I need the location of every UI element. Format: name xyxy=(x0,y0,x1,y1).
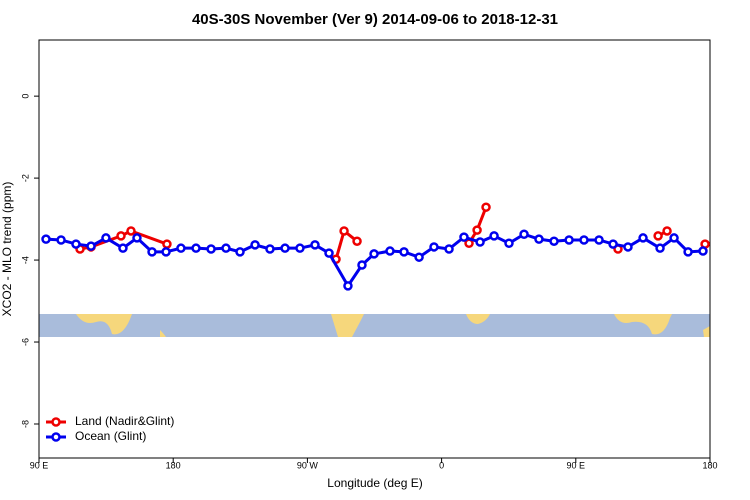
point xyxy=(444,244,454,254)
point xyxy=(176,243,186,253)
y-tick-label: -4 xyxy=(20,256,30,264)
point xyxy=(655,243,665,253)
point xyxy=(147,247,157,257)
point xyxy=(429,242,439,252)
point xyxy=(623,242,633,252)
point xyxy=(343,281,353,291)
point xyxy=(475,237,485,247)
legend-label: Ocean (Glint) xyxy=(75,429,146,443)
point xyxy=(579,235,589,245)
point xyxy=(653,231,663,241)
point xyxy=(608,239,618,249)
point xyxy=(250,240,260,250)
point xyxy=(399,247,409,257)
plot-frame xyxy=(38,39,711,459)
x-tick-label: 90 E xyxy=(30,460,49,470)
point xyxy=(519,229,529,239)
y-tick-label: 0 xyxy=(20,94,30,99)
chart-title: 40S-30S November (Ver 9) 2014-09-06 to 2… xyxy=(192,11,558,28)
point xyxy=(235,247,245,257)
map-strip xyxy=(39,314,710,337)
point xyxy=(206,244,216,254)
point xyxy=(594,235,604,245)
x-tick-label: 180 xyxy=(702,460,717,470)
point xyxy=(549,236,559,246)
point xyxy=(280,243,290,253)
point xyxy=(564,235,574,245)
point xyxy=(86,241,96,251)
point xyxy=(101,233,111,243)
legend-marker xyxy=(51,417,61,427)
x-tick-label: 0 xyxy=(439,460,444,470)
point xyxy=(638,233,648,243)
legend-label: Land (Nadir&Glint) xyxy=(75,414,174,428)
point xyxy=(71,239,81,249)
point xyxy=(324,248,334,258)
legend-marker xyxy=(51,432,61,442)
y-tick-label: -6 xyxy=(20,338,30,346)
point xyxy=(116,231,126,241)
point xyxy=(669,233,679,243)
y-tick-label: -8 xyxy=(20,420,30,428)
point xyxy=(126,226,136,236)
y-tick-label: -2 xyxy=(20,174,30,182)
point xyxy=(369,249,379,259)
point xyxy=(472,225,482,235)
point xyxy=(265,244,275,254)
point xyxy=(339,226,349,236)
point xyxy=(41,234,51,244)
point xyxy=(504,238,514,249)
x-tick-label: 90 E xyxy=(567,460,586,470)
point xyxy=(534,234,544,244)
point xyxy=(118,243,128,253)
point xyxy=(310,240,320,250)
point xyxy=(481,202,491,212)
point xyxy=(662,226,672,236)
y-axis-label: XCO2 - MLO trend (ppm) xyxy=(0,182,14,317)
point xyxy=(698,246,708,256)
point xyxy=(162,239,172,249)
point xyxy=(385,246,395,256)
point xyxy=(459,232,469,242)
point xyxy=(56,235,66,245)
x-tick-label: 180 xyxy=(166,460,181,470)
x-axis-label: Longitude (deg E) xyxy=(327,476,422,490)
series-line xyxy=(45,232,704,289)
point xyxy=(683,247,693,257)
point xyxy=(357,260,367,270)
point xyxy=(191,243,201,253)
point xyxy=(295,243,305,253)
point xyxy=(414,252,424,262)
point xyxy=(489,231,499,241)
point xyxy=(132,233,142,243)
x-tick-label: 90 W xyxy=(297,460,319,470)
point xyxy=(161,247,171,257)
point xyxy=(352,236,362,246)
point xyxy=(221,243,231,253)
